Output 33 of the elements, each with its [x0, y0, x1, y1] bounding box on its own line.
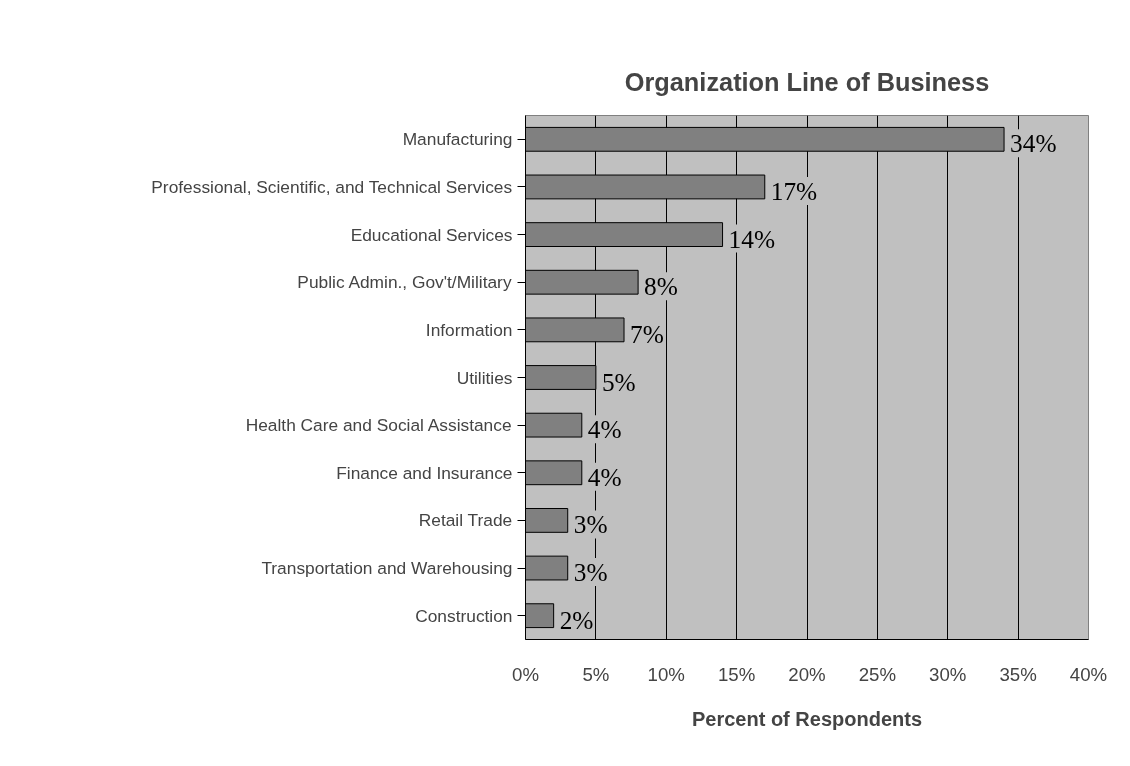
x-tick-label: 30%	[929, 663, 967, 685]
data-label: 3%	[573, 510, 608, 539]
x-axis-title: Percent of Respondents	[691, 707, 923, 730]
y-tick-label: Information	[425, 319, 513, 340]
y-tick-label: Health Care and Social Assistance	[245, 415, 512, 436]
x-tick-label: 35%	[999, 663, 1037, 685]
x-tick-label: 40%	[1069, 663, 1108, 685]
chart-title: Organization Line of Business	[624, 67, 990, 96]
y-tick-label: Finance and Insurance	[336, 462, 513, 483]
data-label: 14%	[728, 224, 775, 253]
y-tick-label: Transportation and Warehousing	[261, 558, 513, 579]
x-tick-label: 15%	[717, 663, 756, 685]
data-label: 17%	[770, 176, 818, 205]
y-tick-label: Manufacturing	[402, 129, 513, 150]
x-tick-label: 5%	[582, 663, 610, 685]
x-tick-label: 10%	[647, 663, 685, 685]
data-label: 4%	[587, 462, 622, 491]
y-tick-label: Professional, Scientific, and Technical Services	[151, 176, 513, 197]
data-label: 3%	[573, 558, 608, 587]
data-label: 34%	[1010, 129, 1057, 158]
x-tick-label: 25%	[858, 663, 897, 685]
data-label: 4%	[587, 415, 622, 444]
y-tick-label: Utilities	[456, 367, 513, 388]
y-tick-label: Public Admin., Gov't/Military	[297, 272, 512, 293]
data-label: 2%	[559, 605, 594, 634]
data-label: 5%	[601, 367, 636, 396]
data-label: 8%	[644, 272, 678, 301]
x-tick-label: 20%	[788, 663, 826, 685]
y-tick-label: Retail Trade	[418, 510, 513, 531]
x-tick-label: 0%	[512, 663, 539, 685]
y-tick-label: Educational Services	[350, 224, 513, 245]
data-label: 7%	[630, 319, 664, 348]
y-tick-label: Construction	[415, 605, 513, 626]
